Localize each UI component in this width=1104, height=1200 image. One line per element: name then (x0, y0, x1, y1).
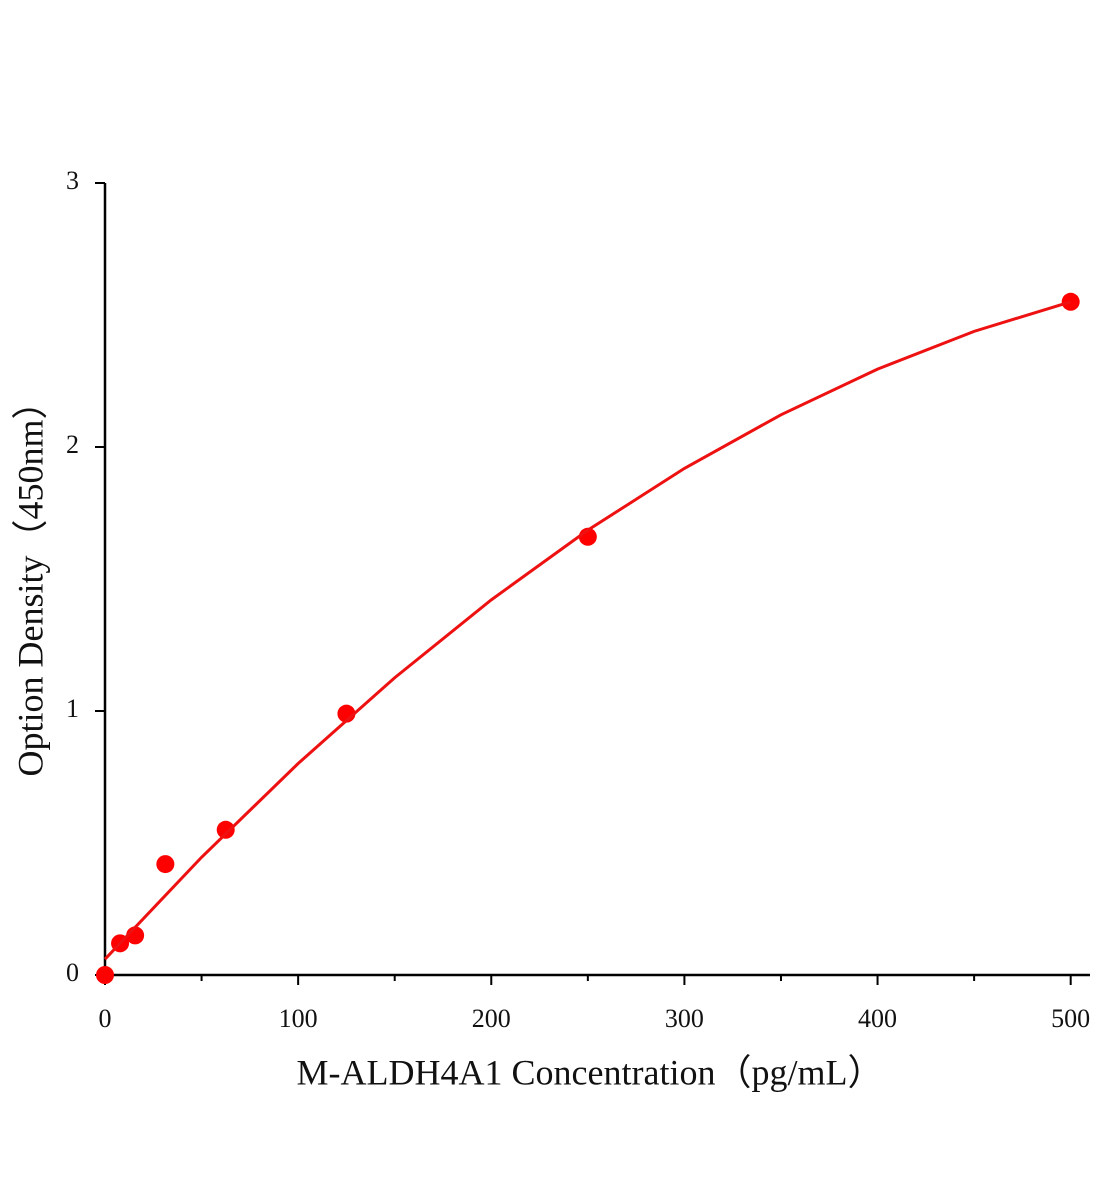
x-tick-label: 500 (1051, 1004, 1090, 1033)
x-tick-label: 400 (858, 1004, 897, 1033)
x-tick-label: 100 (279, 1004, 318, 1033)
y-tick-label: 3 (66, 166, 79, 195)
fit-curve (103, 300, 1072, 961)
y-axis-title: Option Density（450nm） (10, 384, 50, 777)
x-tick-label: 300 (665, 1004, 704, 1033)
x-axis-title: M-ALDH4A1 Concentration（pg/mL） (297, 1052, 884, 1092)
data-point (216, 820, 235, 839)
y-tick-label: 0 (66, 958, 79, 987)
y-tick-label: 2 (66, 430, 79, 459)
y-tick-label: 1 (66, 694, 79, 723)
x-tick-label: 0 (99, 1004, 112, 1033)
x-tick-label: 200 (472, 1004, 511, 1033)
data-point (156, 855, 175, 874)
data-point (96, 966, 114, 984)
